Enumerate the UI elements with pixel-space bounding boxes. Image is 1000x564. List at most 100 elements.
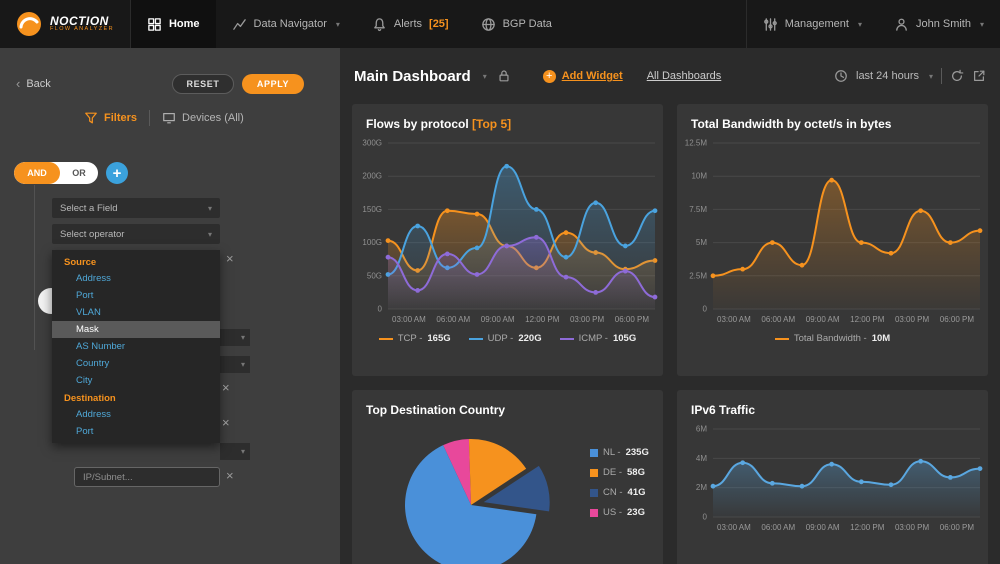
pie-slice-us[interactable] bbox=[443, 439, 471, 505]
nav-management[interactable]: Management ▾ bbox=[747, 0, 878, 48]
filters-tab-label: Filters bbox=[104, 112, 138, 124]
remove-filter-icon[interactable]: × bbox=[226, 251, 234, 266]
dashboard-header: Main Dashboard ▾ + Add Widget All Dashbo… bbox=[340, 48, 1000, 104]
legend-swatch bbox=[378, 337, 393, 340]
occluded-select[interactable]: ▾ bbox=[220, 443, 250, 460]
ip-subnet-input[interactable] bbox=[74, 467, 220, 487]
add-filter-button[interactable]: + bbox=[106, 162, 128, 184]
reset-button[interactable]: RESET bbox=[172, 74, 234, 94]
x-tick-label: 12:00 PM bbox=[850, 523, 885, 532]
legend-series-value: 220G bbox=[518, 333, 542, 344]
legend-item-udp[interactable]: UDP - 220G bbox=[468, 333, 542, 344]
or-option[interactable]: OR bbox=[72, 168, 86, 178]
dropdown-item-vlan[interactable]: VLAN bbox=[76, 307, 101, 318]
remove-filter-icon[interactable]: × bbox=[222, 415, 230, 430]
all-dashboards-link[interactable]: All Dashboards bbox=[646, 70, 722, 82]
dropdown-item-as-number[interactable]: AS Number bbox=[76, 341, 126, 352]
legend-item-us[interactable]: US - 23G bbox=[590, 507, 645, 518]
dropdown-group-header: Source bbox=[64, 257, 97, 268]
tab-devices[interactable]: Devices (All) bbox=[162, 111, 244, 125]
chevron-down-icon: ▾ bbox=[207, 203, 212, 213]
x-tick-label: 06:00 PM bbox=[614, 315, 649, 324]
chevron-down-icon: ▾ bbox=[240, 447, 245, 456]
occluded-select[interactable]: ▾ bbox=[220, 329, 250, 346]
nav-alerts[interactable]: Alerts [25] bbox=[356, 0, 465, 48]
country-pie-chart[interactable] bbox=[386, 421, 556, 564]
legend-item-tcp[interactable]: TCP - 165G bbox=[378, 333, 451, 344]
chart-legend: Total Bandwidth - 10M bbox=[677, 333, 988, 344]
operator-select[interactable]: Select operator ▾ bbox=[52, 224, 220, 244]
dropdown-item-port[interactable]: Port bbox=[76, 426, 94, 437]
dropdown-item-port[interactable]: Port bbox=[76, 290, 94, 301]
pie-slice-de[interactable] bbox=[468, 439, 527, 505]
svg-text:0: 0 bbox=[703, 513, 708, 522]
export-icon[interactable] bbox=[972, 69, 986, 83]
flows-line-chart[interactable]: 0 50G 100G 150G 200G 300G bbox=[352, 135, 663, 314]
occluded-select[interactable]: ▾ bbox=[220, 356, 250, 373]
legend-swatch bbox=[468, 337, 483, 340]
dashboard-title[interactable]: Main Dashboard bbox=[354, 67, 471, 85]
line-chart-svg: 0 2M 4M 6M bbox=[696, 425, 983, 522]
widget-total-bandwidth: Total Bandwidth by octet/s in bytes 0 2.5… bbox=[677, 104, 988, 376]
ipv6-line-chart[interactable]: 0 2M 4M 6M bbox=[677, 421, 988, 522]
sliders-icon bbox=[763, 17, 777, 31]
nav-bgp-data[interactable]: BGP Data bbox=[465, 0, 568, 48]
refresh-icon[interactable] bbox=[950, 69, 964, 83]
field-dropdown-menu: Source Address Port VLAN Mask AS Number Countr… bbox=[52, 250, 220, 443]
apply-button[interactable]: APPLY bbox=[242, 74, 304, 94]
dropdown-item-country[interactable]: Country bbox=[76, 358, 110, 369]
lock-icon bbox=[499, 70, 509, 82]
chevron-left-icon: ‹ bbox=[16, 76, 21, 91]
field-select-value: Select a Field bbox=[60, 202, 118, 214]
legend-item-cn[interactable]: CN - 41G bbox=[590, 487, 646, 498]
dropdown-item-city[interactable]: City bbox=[76, 375, 93, 386]
legend-item-nl[interactable]: NL - 235G bbox=[590, 447, 649, 458]
legend-item-icmp[interactable]: ICMP - 105G bbox=[559, 333, 637, 344]
brand-logo[interactable]: NOCTION FLOW ANALYZER bbox=[0, 0, 130, 48]
dropdown-item-address[interactable]: Address bbox=[76, 273, 111, 284]
bandwidth-area-chart[interactable]: 0 2.5M 5M 7.5M 10M 12.5M bbox=[677, 135, 988, 314]
time-range-value[interactable]: last 24 hours bbox=[856, 70, 919, 82]
svg-text:300G: 300G bbox=[362, 139, 382, 148]
svg-text:4M: 4M bbox=[696, 454, 707, 463]
chevron-down-icon[interactable]: ▾ bbox=[482, 71, 487, 81]
logic-toggle[interactable]: AND OR bbox=[14, 162, 98, 184]
legend-series-value: 105G bbox=[612, 333, 637, 344]
add-widget-button[interactable]: + Add Widget bbox=[542, 69, 623, 83]
nav-divider bbox=[745, 0, 747, 48]
pie-slice-cn[interactable] bbox=[483, 465, 550, 512]
legend-swatch bbox=[590, 468, 598, 477]
x-axis-labels: 03:00 AM 06:00 AM 09:00 AM 12:00 PM 03:00 PM… bbox=[717, 523, 974, 532]
field-select[interactable]: Select a Field ▾ bbox=[52, 198, 220, 218]
chevron-down-icon[interactable]: ▾ bbox=[928, 71, 933, 81]
dropdown-item-address[interactable]: Address bbox=[76, 409, 111, 420]
brand-subtitle: FLOW ANALYZER bbox=[50, 26, 114, 33]
pie-slice-nl[interactable] bbox=[405, 445, 537, 564]
svg-text:7.5M: 7.5M bbox=[689, 205, 707, 214]
and-option[interactable]: AND bbox=[14, 162, 60, 184]
pie-legend: NL - 235G DE - 58G CN - 41G US - 23G bbox=[590, 447, 649, 518]
svg-text:100G: 100G bbox=[362, 238, 382, 247]
x-tick-label: 09:00 AM bbox=[480, 315, 515, 324]
nav-home[interactable]: Home bbox=[130, 0, 216, 48]
devices-icon bbox=[163, 113, 175, 124]
x-tick-label: 12:00 PM bbox=[525, 315, 560, 324]
add-widget-label: Add Widget bbox=[561, 70, 623, 82]
widget-title: Total Bandwidth by octet/s in bytes bbox=[677, 104, 988, 135]
remove-filter-icon[interactable]: × bbox=[222, 380, 230, 395]
back-button[interactable]: ‹ Back bbox=[16, 76, 51, 91]
brand-name: NOCTION bbox=[50, 13, 109, 28]
nav-bgp-label: BGP Data bbox=[502, 18, 552, 30]
legend-item-total-bandwidth[interactable]: Total Bandwidth - 10M bbox=[774, 333, 890, 344]
globe-icon bbox=[481, 17, 495, 31]
remove-filter-icon[interactable]: × bbox=[226, 468, 234, 483]
tab-filters[interactable]: Filters bbox=[84, 111, 137, 125]
legend-item-de[interactable]: DE - 58G bbox=[590, 467, 645, 478]
dropdown-item-mask[interactable]: Mask bbox=[52, 321, 220, 338]
back-label: Back bbox=[26, 77, 51, 90]
pie-chart-svg bbox=[405, 439, 550, 564]
widget-title-text: Flows by protocol bbox=[366, 117, 469, 131]
nav-user-menu[interactable]: John Smith ▾ bbox=[878, 0, 1000, 48]
nav-data-navigator[interactable]: Data Navigator ▾ bbox=[216, 0, 356, 48]
x-tick-label: 03:00 AM bbox=[392, 315, 426, 324]
